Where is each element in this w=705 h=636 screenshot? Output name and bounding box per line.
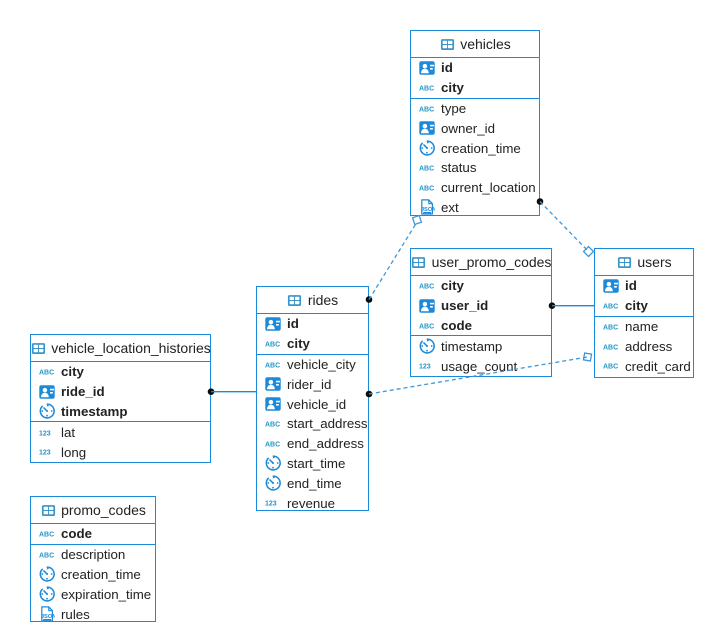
svg-text:ABC: ABC bbox=[603, 303, 618, 310]
svg-text:ABC: ABC bbox=[419, 85, 434, 92]
svg-text:ABC: ABC bbox=[39, 369, 54, 376]
svg-text:ABC: ABC bbox=[419, 323, 434, 330]
svg-text:123: 123 bbox=[39, 450, 51, 457]
svg-text:ABC: ABC bbox=[265, 421, 280, 428]
svg-text:ABC: ABC bbox=[419, 165, 434, 172]
svg-text:ABC: ABC bbox=[265, 441, 280, 448]
svg-text:ABC: ABC bbox=[265, 341, 280, 348]
svg-text:ABC: ABC bbox=[419, 185, 434, 192]
svg-text:123: 123 bbox=[419, 364, 431, 371]
svg-text:123: 123 bbox=[265, 501, 277, 508]
svg-text:ABC: ABC bbox=[603, 364, 618, 371]
svg-text:ABC: ABC bbox=[39, 531, 54, 538]
svg-text:ABC: ABC bbox=[603, 344, 618, 351]
svg-text:ABC: ABC bbox=[603, 324, 618, 331]
svg-text:123: 123 bbox=[39, 430, 51, 437]
svg-text:ABC: ABC bbox=[39, 552, 54, 559]
svg-text:ABC: ABC bbox=[419, 283, 434, 290]
svg-text:ABC: ABC bbox=[265, 362, 280, 369]
svg-text:ABC: ABC bbox=[419, 106, 434, 113]
